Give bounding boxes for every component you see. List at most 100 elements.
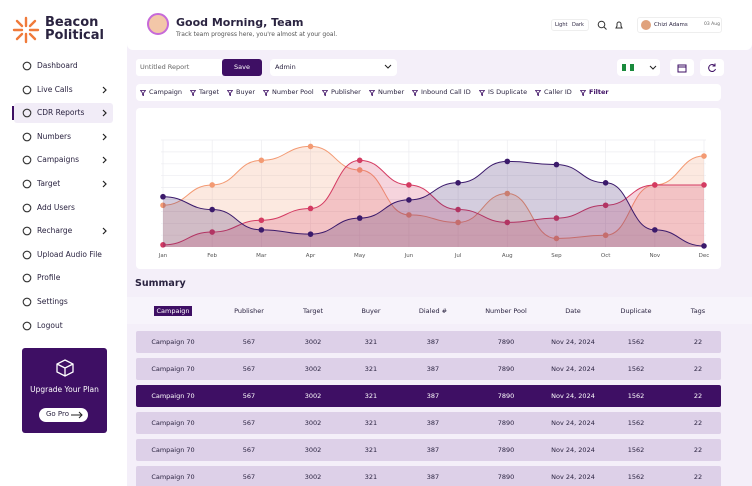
nav-label: Logout [37, 320, 63, 330]
point [701, 182, 707, 188]
subtitle: Track team progress here, you're almost … [176, 31, 338, 38]
report-input[interactable]: Untitled Report [136, 59, 222, 76]
avatar [147, 13, 169, 35]
filter-chip[interactable]: Campaign [149, 88, 183, 96]
filter-icon [263, 90, 269, 96]
theme-toggle[interactable]: Light Dark [551, 19, 589, 31]
nav: Dashboard Live Calls CDR Reports Numbers Cam… [0, 0, 127, 340]
icon-shape [22, 274, 32, 283]
flag-select[interactable] [617, 59, 660, 76]
column-header: Duplicate [620, 307, 652, 315]
bell-icon[interactable] [614, 20, 624, 30]
nav-label: Campaigns [37, 155, 80, 165]
column-header: Buyer [361, 307, 381, 315]
cell: 387 [426, 419, 440, 427]
table-row[interactable]: Campaign 70 567 3002 321 387 7890 Nov 24, 2024… [136, 466, 721, 486]
refresh-button[interactable] [700, 59, 724, 76]
nav-item[interactable]: CDR Reports [14, 103, 113, 124]
table-row[interactable]: Campaign 70 567 3002 321 387 7890 Nov 24, 2024… [136, 412, 721, 434]
nav-item[interactable]: Target [14, 174, 113, 194]
filter-chip[interactable]: Inbound Call ID [421, 88, 471, 96]
nav-item[interactable]: Campaigns [14, 150, 113, 170]
cell: 3002 [304, 419, 322, 427]
filter-chip[interactable]: Caller ID [544, 88, 572, 96]
save-button[interactable]: Save [222, 59, 262, 76]
filter-button[interactable]: Filter [589, 88, 609, 96]
nav-icon [22, 132, 32, 142]
nav-chevron [102, 86, 107, 94]
nav-item[interactable]: Upload Audio File [14, 245, 113, 265]
nav-item[interactable]: Profile [14, 268, 113, 288]
cell: 567 [242, 446, 256, 454]
filter-chip[interactable]: Number [378, 88, 405, 96]
nav-item[interactable]: Add Users [14, 198, 113, 218]
cell: 3002 [304, 392, 322, 400]
filter-icon [322, 90, 328, 96]
nav-label: Target [37, 179, 61, 188]
nav-item[interactable]: Logout [14, 316, 113, 336]
filter-bar: Campaign Target Buyer Number Pool Publisher N… [136, 84, 721, 101]
filter-chip[interactable]: Number Pool [272, 88, 314, 96]
cell: 7890 [497, 338, 515, 346]
header: Good Morning, Team Track team progress h… [127, 0, 752, 50]
x-tick-label: Jun [404, 253, 414, 259]
cell: 22 [693, 392, 703, 400]
cell: 567 [242, 419, 256, 427]
upgrade-title: Upgrade Your Plan [30, 385, 99, 394]
filter-chip[interactable]: IS Duplicate [488, 88, 528, 96]
filter-icon [479, 90, 485, 96]
chart: Jan Feb Mar Apr May Jun Jul Aug Sep Oct Nov Dec [158, 139, 709, 259]
nav-label: Settings [37, 297, 68, 306]
nav-item[interactable]: Live Calls [14, 80, 113, 100]
filter-chip[interactable]: Publisher [331, 88, 361, 96]
summary-table: Campaign Publisher Target Buyer Dialed # Numb… [127, 297, 752, 486]
point [406, 182, 412, 188]
x-tick-label: Aug [502, 253, 513, 259]
icon-shape [22, 250, 32, 260]
go-pro-button[interactable]: Go Pro [39, 408, 88, 422]
nav-item[interactable]: Settings [14, 292, 113, 312]
filter-chip[interactable]: Buyer [236, 88, 256, 96]
point [504, 219, 511, 226]
funnel [190, 90, 196, 96]
cell: 1562 [627, 365, 645, 373]
point [307, 205, 314, 212]
point [307, 231, 314, 237]
icon-shape [22, 108, 32, 118]
cell: Campaign 70 [151, 473, 195, 481]
point [258, 227, 265, 233]
cell: 7890 [497, 419, 515, 427]
icon-shape [22, 156, 32, 165]
x-tick-label: Mar [256, 253, 267, 259]
point [701, 153, 707, 159]
admin-select[interactable]: Admin [270, 59, 397, 76]
table-row[interactable]: Campaign 70 567 3002 321 387 7890 Nov 24, 2024… [136, 358, 721, 380]
table-row[interactable]: Campaign 70 567 3002 321 387 7890 Nov 24, 2024… [136, 385, 721, 407]
nav-item[interactable]: Recharge [14, 221, 113, 241]
user-chip[interactable]: Chizi Adams 03 Aug [637, 17, 722, 33]
point [160, 193, 166, 200]
nav-chevron [102, 133, 107, 141]
cell: 321 [364, 419, 378, 427]
brand-line: Political [45, 28, 104, 43]
cell: Nov 24, 2024 [551, 365, 595, 373]
theme-option[interactable]: Light [555, 22, 568, 28]
point [307, 143, 314, 150]
filter-chip[interactable]: Target [199, 88, 220, 96]
nav-label: Numbers [37, 131, 72, 141]
cell: 321 [364, 365, 378, 373]
nav-icon [22, 274, 32, 283]
calendar-button[interactable] [670, 59, 694, 76]
table-row[interactable]: Campaign 70 567 3002 321 387 7890 Nov 24, 2024… [136, 439, 721, 461]
icon-shape [22, 61, 32, 71]
search-icon[interactable] [597, 20, 607, 30]
point [455, 180, 461, 186]
nav-item[interactable]: Numbers [14, 127, 113, 147]
theme-option[interactable]: Dark [572, 22, 584, 28]
chevron [649, 65, 657, 70]
table-row[interactable]: Campaign 70 567 3002 321 387 7890 Nov 24, 2024… [136, 331, 721, 353]
chevron-shape [102, 156, 107, 164]
column-header: Dialed # [418, 307, 448, 315]
point [160, 242, 166, 248]
nav-item[interactable]: Dashboard [14, 56, 113, 76]
